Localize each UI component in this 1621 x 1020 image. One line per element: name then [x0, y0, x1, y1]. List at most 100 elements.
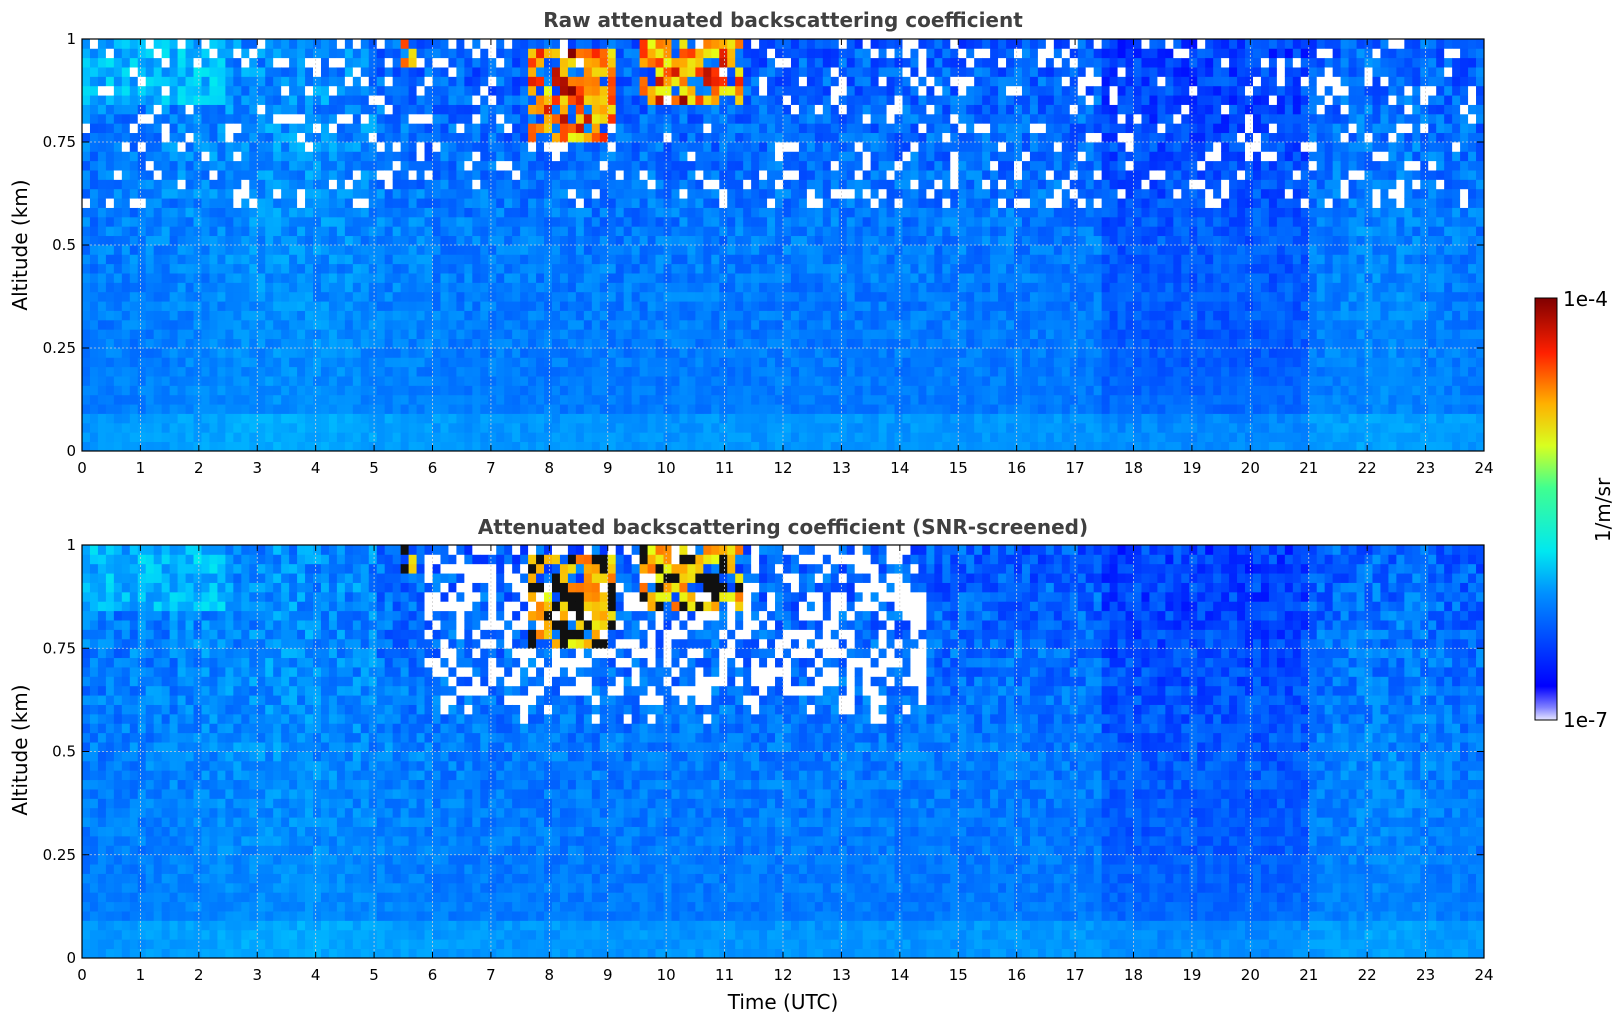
heatmap-cell [225, 394, 234, 405]
heatmap-cell [209, 132, 218, 143]
heatmap-cell [591, 282, 601, 293]
heatmap-cell [185, 357, 194, 368]
heatmap-cell [639, 216, 648, 227]
heatmap-cell [862, 160, 872, 171]
heatmap-cell [846, 432, 856, 443]
heatmap-cell [273, 151, 282, 162]
heatmap-cell [392, 216, 402, 227]
heatmap-cell [902, 348, 911, 358]
heatmap-cell [97, 245, 107, 255]
heatmap-cell [679, 385, 688, 396]
heatmap-cell [695, 282, 704, 293]
heatmap-cell [137, 95, 147, 105]
heatmap-cell [591, 67, 601, 77]
heatmap-cell [623, 39, 633, 49]
heatmap-cell [89, 394, 99, 405]
heatmap-cell [958, 245, 967, 255]
heatmap-cell [113, 413, 123, 424]
heatmap-cell [767, 357, 776, 368]
heatmap-cell [902, 226, 911, 237]
heatmap-cell [695, 132, 704, 143]
heatmap-cell [273, 348, 282, 358]
heatmap-cell [846, 113, 856, 124]
heatmap-cell [82, 198, 91, 208]
heatmap-cell [273, 67, 282, 77]
heatmap-cell [687, 57, 696, 68]
heatmap-cell [161, 170, 171, 180]
heatmap-cell [352, 245, 362, 255]
heatmap-cell [894, 385, 903, 396]
heatmap-cell [392, 310, 402, 321]
heatmap-cell [512, 282, 521, 293]
heatmap-cell [544, 385, 553, 396]
heatmap-cell [320, 338, 330, 349]
heatmap-cell [257, 329, 266, 340]
heatmap-cell [838, 338, 848, 349]
heatmap-cell [544, 113, 553, 124]
heatmap-cell [870, 366, 879, 377]
heatmap-cell [830, 376, 840, 386]
heatmap-cell [639, 85, 648, 96]
heatmap-cell [631, 123, 641, 134]
heatmap-cell [639, 226, 648, 237]
heatmap-cell [767, 132, 776, 143]
heatmap-cell [966, 67, 975, 77]
heatmap-cell [281, 329, 290, 340]
heatmap-cell [464, 394, 473, 405]
heatmap-cell [137, 441, 147, 452]
heatmap-cell [281, 179, 290, 190]
heatmap-cell [504, 301, 513, 311]
heatmap-cell [559, 348, 569, 358]
heatmap-cell [631, 291, 641, 302]
heatmap-cell [352, 263, 362, 274]
heatmap-cell [862, 67, 872, 77]
heatmap-cell [846, 198, 856, 208]
heatmap-cell [902, 301, 911, 311]
heatmap-cell [711, 282, 720, 293]
heatmap-cell [456, 226, 465, 237]
heatmap-cell [528, 413, 537, 424]
heatmap-cell [336, 432, 346, 443]
heatmap-cell [97, 123, 107, 134]
heatmap-cell [838, 319, 848, 330]
heatmap-cell [257, 235, 266, 246]
heatmap-cell [424, 85, 433, 96]
heatmap-cell [249, 273, 258, 283]
heatmap-cell [289, 376, 298, 386]
heatmap-cell [775, 179, 784, 190]
heatmap-cell [575, 441, 585, 452]
heatmap-cell [233, 282, 242, 293]
heatmap-cell [145, 310, 155, 321]
heatmap-cell [727, 413, 736, 424]
heatmap-cell [544, 432, 553, 443]
heatmap-cell [352, 216, 362, 227]
heatmap-cell [193, 357, 202, 368]
heatmap-cell [265, 235, 274, 246]
heatmap-cell [878, 226, 887, 237]
heatmap-cell [711, 273, 720, 283]
heatmap-cell [536, 207, 545, 218]
heatmap-cell [798, 394, 808, 405]
heatmap-cell [273, 113, 282, 124]
heatmap-cell [249, 160, 258, 171]
heatmap-cell [966, 254, 975, 265]
heatmap-cell [249, 132, 258, 143]
heatmap-cell [217, 151, 226, 162]
heatmap-cell [790, 226, 800, 237]
heatmap-cell [368, 160, 378, 171]
heatmap-cell [97, 338, 107, 349]
heatmap-cell [97, 113, 107, 124]
heatmap-cell [328, 235, 338, 246]
heatmap-cell [368, 132, 378, 143]
heatmap-cell [910, 291, 919, 302]
heatmap-cell [934, 348, 943, 358]
heatmap-cell [225, 301, 234, 311]
heatmap-cell [878, 123, 887, 134]
heatmap-cell [281, 291, 290, 302]
heatmap-cell [775, 385, 784, 396]
heatmap-cell [344, 235, 354, 246]
heatmap-cell [432, 142, 441, 152]
heatmap-cell [273, 366, 282, 377]
heatmap-cell [153, 273, 163, 283]
heatmap-cell [113, 404, 123, 414]
